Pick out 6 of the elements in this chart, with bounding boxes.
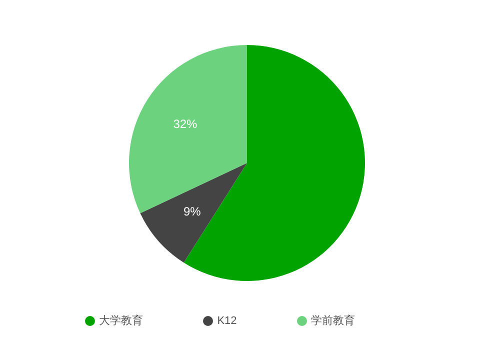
pie-slice [140, 163, 247, 263]
data-label: 9% [183, 204, 202, 218]
legend-label: 学前教育 [310, 315, 355, 327]
legend-label: 大学教育 [99, 315, 144, 327]
legend-label: K12 [217, 315, 237, 327]
data-label: 32% [173, 116, 198, 131]
